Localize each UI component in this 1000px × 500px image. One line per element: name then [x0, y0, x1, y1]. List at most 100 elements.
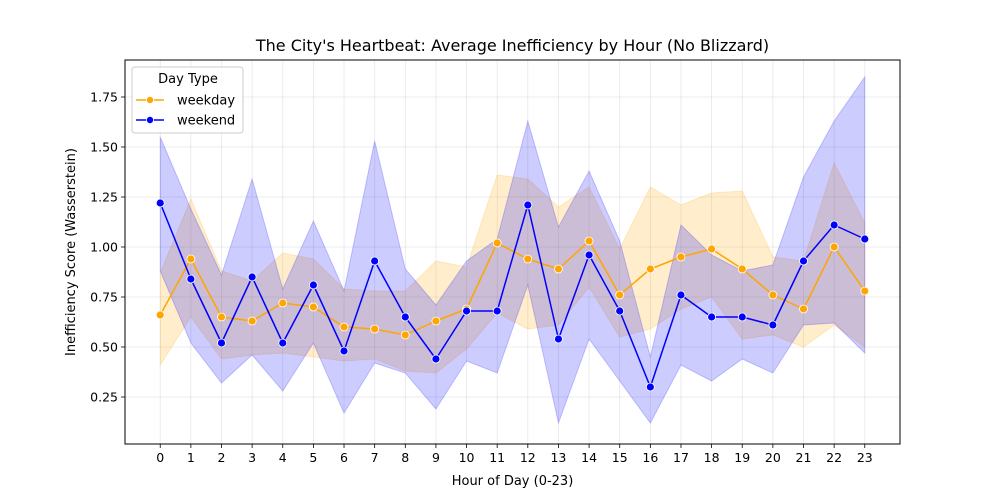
y-tick-label: 1.00	[90, 240, 118, 255]
point-weekday	[492, 238, 502, 248]
x-tick-label: 1	[187, 450, 195, 465]
point-weekend	[676, 290, 686, 300]
series-points	[155, 198, 870, 392]
point-weekday	[370, 324, 380, 334]
point-weekend	[799, 256, 808, 266]
point-weekend	[645, 382, 655, 392]
series-line-weekday	[159, 240, 866, 336]
x-tick-label: 14	[581, 450, 597, 465]
y-axis-ticks: 0.25 0.50 0.75 1.00 1.25 1.50 1.75	[90, 90, 125, 405]
point-weekend	[737, 312, 747, 322]
x-tick-label: 8	[401, 450, 409, 465]
x-axis-ticks: 0 1 2 3 4 5 6 7 8 9 10 11 12 13 14 15 16 17 18 19 20 21 22 23	[156, 444, 873, 465]
point-weekday	[615, 290, 625, 300]
x-tick-label: 22	[826, 450, 842, 465]
point-weekday	[737, 264, 747, 274]
point-weekend	[554, 334, 563, 344]
point-weekday	[308, 302, 318, 312]
ci-band-weekend	[159, 75, 866, 425]
legend-label-weekday: weekday	[177, 94, 235, 109]
point-weekend	[707, 312, 717, 322]
point-weekday	[676, 252, 686, 262]
ci-band-weekday	[159, 161, 866, 374]
point-weekday	[523, 254, 533, 264]
point-weekday	[247, 316, 257, 326]
x-tick-label: 3	[248, 450, 256, 465]
point-weekend	[186, 274, 196, 284]
y-tick-label: 0.25	[90, 390, 118, 405]
x-tick-label: 0	[156, 450, 164, 465]
point-weekday	[431, 316, 441, 326]
point-weekend	[860, 234, 870, 244]
x-axis-label: Hour of Day (0-23)	[452, 474, 574, 489]
x-tick-label: 21	[796, 450, 812, 465]
point-weekend	[308, 280, 318, 290]
x-tick-label: 7	[371, 450, 379, 465]
x-tick-label: 18	[704, 450, 720, 465]
x-tick-label: 19	[734, 450, 750, 465]
series-line-weekend	[159, 202, 866, 388]
point-weekend	[247, 272, 257, 282]
y-tick-label: 1.25	[90, 190, 118, 205]
point-weekday	[554, 264, 563, 274]
point-weekday	[768, 290, 778, 300]
y-tick-label: 1.75	[90, 90, 118, 105]
point-weekday	[400, 330, 410, 340]
y-axis-label: Inefficiency Score (Wasserstein)	[64, 148, 79, 356]
point-weekend	[339, 346, 349, 356]
point-weekday	[584, 236, 594, 246]
point-weekday	[186, 254, 196, 264]
point-weekend	[492, 306, 502, 316]
point-weekday	[645, 264, 655, 274]
point-weekday	[339, 322, 349, 332]
point-weekend	[217, 338, 226, 348]
series-lines	[159, 202, 866, 388]
y-tick-label: 0.75	[90, 290, 118, 305]
x-tick-label: 9	[432, 450, 440, 465]
point-weekday	[799, 304, 808, 314]
x-tick-label: 10	[459, 450, 475, 465]
plot-frame	[124, 59, 901, 445]
point-weekend	[615, 306, 625, 316]
x-tick-label: 4	[279, 450, 287, 465]
legend-marker-weekend	[145, 116, 154, 125]
point-weekend	[155, 198, 165, 208]
point-weekend	[523, 200, 533, 210]
x-tick-label: 5	[309, 450, 317, 465]
legend-box	[131, 66, 244, 134]
x-tick-label: 11	[489, 450, 505, 465]
point-weekday	[829, 242, 839, 252]
confidence-bands	[159, 75, 866, 425]
point-weekday	[217, 312, 226, 322]
x-tick-label: 20	[765, 450, 781, 465]
legend-title: Day Type	[158, 72, 218, 87]
point-weekday	[860, 286, 870, 296]
x-tick-label: 12	[520, 450, 536, 465]
point-weekend	[584, 250, 594, 260]
x-tick-label: 16	[642, 450, 658, 465]
chart-title: The City's Heartbeat: Average Inefficien…	[255, 36, 769, 55]
x-tick-label: 17	[673, 450, 689, 465]
point-weekend	[768, 320, 778, 330]
x-tick-label: 15	[612, 450, 628, 465]
x-tick-label: 6	[340, 450, 348, 465]
legend: Day Type weekday weekend	[131, 66, 244, 134]
legend-label-weekend: weekend	[177, 114, 235, 129]
point-weekday	[278, 298, 288, 308]
x-tick-label: 2	[218, 450, 226, 465]
legend-marker-weekday	[145, 96, 154, 105]
point-weekday	[707, 244, 717, 254]
point-weekend	[462, 306, 471, 316]
y-tick-label: 1.50	[90, 140, 118, 155]
x-tick-label: 23	[857, 450, 873, 465]
point-weekend	[829, 220, 839, 230]
point-weekend	[278, 338, 288, 348]
y-tick-label: 0.50	[90, 340, 118, 355]
x-tick-label: 13	[550, 450, 566, 465]
point-weekend	[400, 312, 410, 322]
point-weekend	[370, 256, 380, 266]
point-weekend	[431, 354, 441, 364]
point-weekday	[155, 310, 165, 320]
